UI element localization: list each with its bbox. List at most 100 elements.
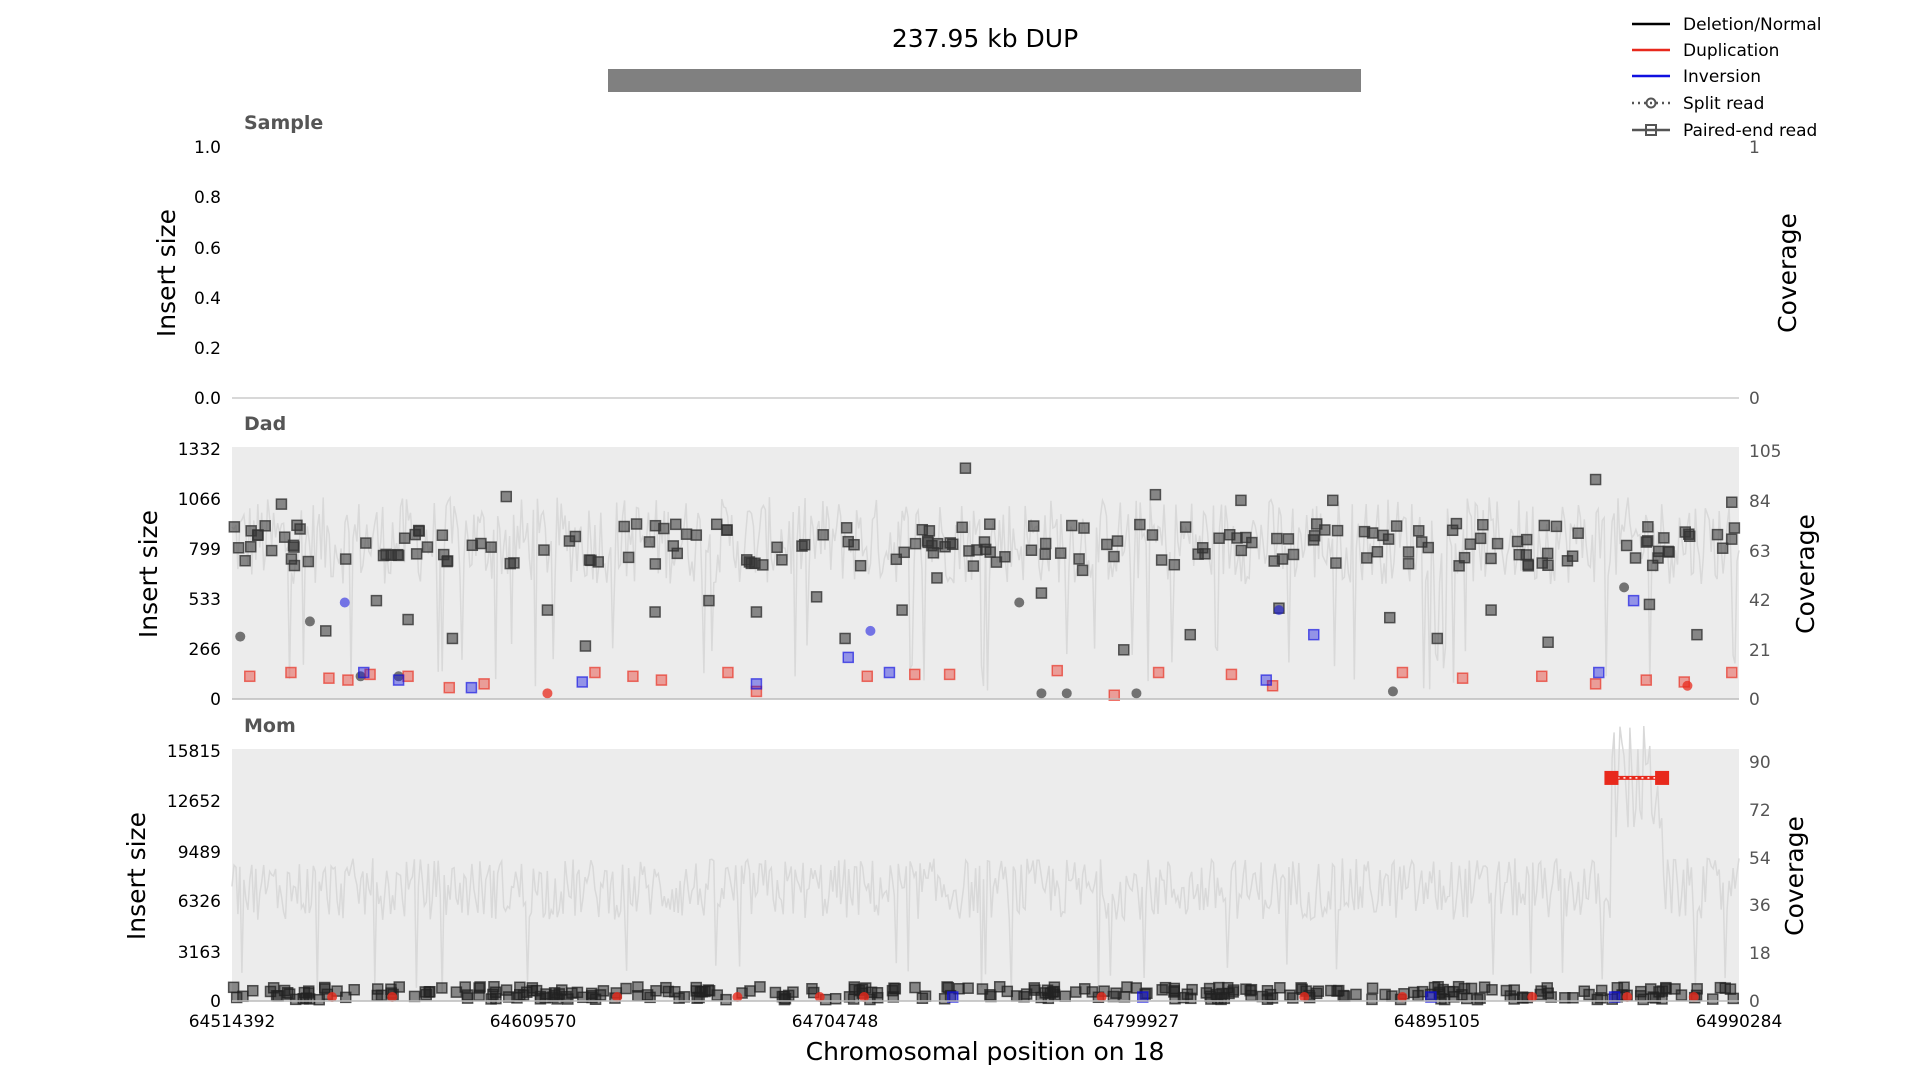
duplication-paired-end-point <box>909 668 921 681</box>
right-axis-label: Coverage <box>1791 514 1820 634</box>
normal-paired-end-point <box>1059 990 1071 1003</box>
normal-paired-end-point <box>300 992 313 1004</box>
normal-paired-end-point <box>1213 532 1225 544</box>
normal-paired-end-point <box>1384 611 1396 624</box>
normal-paired-end-point <box>1361 552 1373 564</box>
normal-split-read-point <box>1387 686 1398 697</box>
normal-paired-end-point <box>1658 532 1670 544</box>
normal-paired-end-point <box>1371 546 1384 558</box>
y-axis-label: Insert size <box>122 812 151 940</box>
inversion-split-read-point <box>865 625 876 636</box>
inversion-paired-end-point <box>750 678 763 690</box>
normal-paired-end-point <box>1641 535 1654 547</box>
normal-paired-end-point <box>1485 604 1497 616</box>
legend-label-inversion: Inversion <box>1683 67 1761 87</box>
duplication-split-read-point <box>1682 680 1693 691</box>
normal-paired-end-point <box>1716 542 1729 554</box>
duplication-split-read-point <box>814 992 825 1003</box>
normal-paired-end-point <box>526 984 538 997</box>
normal-paired-end-point <box>909 537 922 550</box>
normal-paired-end-point <box>1073 553 1085 565</box>
inversion-paired-end-point <box>358 666 370 679</box>
y-tick-label: 12652 <box>167 792 221 812</box>
legend-label-duplication: Duplication <box>1683 41 1779 61</box>
normal-paired-end-point <box>1428 981 1441 994</box>
normal-paired-end-point <box>1235 494 1247 507</box>
duplication-paired-end-point <box>1536 670 1548 683</box>
normal-paired-end-point <box>740 554 753 566</box>
normal-paired-end-point <box>817 529 829 541</box>
normal-paired-end-point <box>1149 488 1162 501</box>
normal-paired-end-point <box>461 989 474 1001</box>
normal-paired-end-point <box>1310 518 1323 530</box>
y-axis-label: Insert size <box>152 209 181 337</box>
normal-paired-end-point <box>318 981 331 994</box>
duplication-split-read-point <box>1622 992 1633 1003</box>
panel-title-dad: Dad <box>244 413 286 435</box>
normal-paired-end-point <box>909 981 921 994</box>
normal-paired-end-point <box>265 544 278 557</box>
normal-split-read-point <box>1036 688 1047 699</box>
normal-paired-end-point <box>302 555 315 568</box>
x-axis-label: Chromosomal position on 18 <box>806 1037 1165 1066</box>
mom-read-points <box>227 770 1740 1006</box>
normal-paired-end-point <box>978 536 991 548</box>
normal-split-read-point <box>304 616 315 627</box>
normal-paired-end-point <box>1458 982 1471 995</box>
x-axis: 64514392 64609570 64704748 64799927 6489… <box>189 1012 1783 1066</box>
normal-paired-end-point <box>1591 993 1604 1006</box>
normal-paired-end-point <box>287 539 300 552</box>
duplication-split-read-point <box>732 992 743 1003</box>
inversion-paired-end-point <box>1137 991 1149 1003</box>
normal-paired-end-point <box>1646 559 1659 572</box>
normal-paired-end-point <box>1536 557 1548 569</box>
normal-paired-end-point <box>1035 991 1047 1004</box>
normal-paired-end-point <box>630 518 643 530</box>
normal-paired-end-point <box>380 548 392 561</box>
normal-paired-end-point <box>1235 544 1248 557</box>
normal-paired-end-point <box>320 625 332 637</box>
normal-paired-end-point <box>959 462 972 474</box>
normal-paired-end-point <box>1350 988 1362 1001</box>
normal-paired-end-point <box>1156 984 1168 996</box>
normal-paired-end-point <box>1545 991 1557 1003</box>
normal-paired-end-point <box>1366 982 1379 995</box>
normal-paired-end-point <box>842 535 854 548</box>
normal-paired-end-point <box>1390 520 1403 532</box>
normal-paired-end-point <box>398 532 411 544</box>
normal-paired-end-point <box>370 594 383 607</box>
x-tick-label: 64514392 <box>189 1012 276 1032</box>
normal-split-read-point <box>1131 688 1142 699</box>
normal-paired-end-point <box>778 993 791 1006</box>
normal-paired-end-point <box>466 539 479 552</box>
y-tick-label: 3163 <box>178 943 221 963</box>
normal-paired-end-point <box>1199 548 1211 560</box>
y-tick-label: 6326 <box>178 892 221 912</box>
normal-paired-end-point <box>680 528 693 540</box>
normal-paired-end-point <box>1366 527 1379 539</box>
right-tick-label: 36 <box>1749 896 1771 916</box>
right-tick-label: 1 <box>1749 138 1760 158</box>
normal-paired-end-point <box>1029 984 1041 996</box>
y-tick-label: 266 <box>189 640 221 660</box>
normal-paired-end-point <box>541 604 554 616</box>
normal-paired-end-point <box>1268 555 1280 567</box>
normal-paired-end-point <box>1541 547 1554 560</box>
normal-paired-end-point <box>993 981 1006 993</box>
y-tick-label: 533 <box>189 590 221 610</box>
right-tick-label: 90 <box>1749 753 1771 773</box>
y-tick-label: 799 <box>189 540 221 560</box>
normal-paired-end-point <box>1422 541 1435 554</box>
normal-paired-end-point <box>289 993 302 1006</box>
normal-paired-end-point <box>1542 636 1554 648</box>
normal-paired-end-point <box>1168 558 1181 571</box>
normal-paired-end-point <box>967 560 980 572</box>
legend-marker-paired-end <box>1645 124 1657 136</box>
normal-paired-end-point <box>371 983 384 995</box>
normal-paired-end-point <box>649 558 662 570</box>
normal-paired-end-point <box>1520 549 1533 561</box>
duplication-split-read-point <box>327 992 338 1003</box>
duplication-paired-end-point <box>722 666 734 679</box>
legend-label-split-read: Split read <box>1683 94 1764 114</box>
normal-paired-end-point <box>1018 990 1030 1003</box>
